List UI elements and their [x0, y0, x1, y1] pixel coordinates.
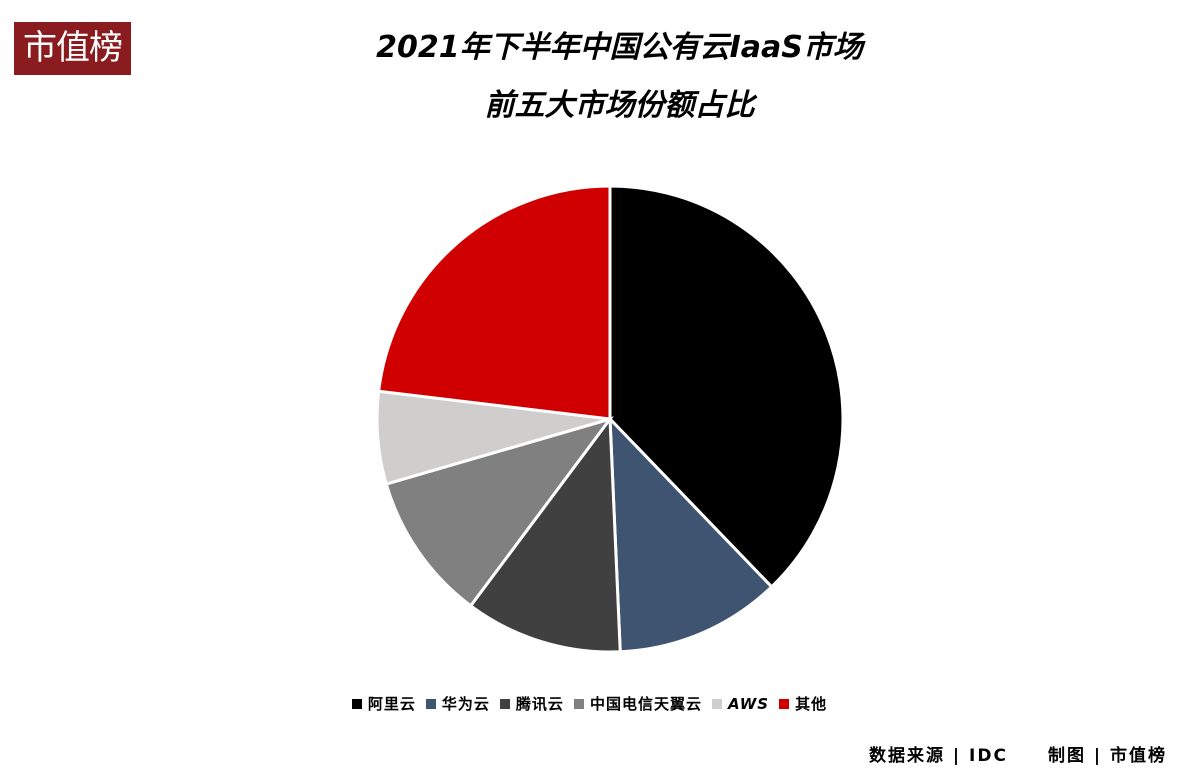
legend-item: 华为云: [425, 693, 490, 714]
legend: 阿里云 华为云 腾讯云 中国电信天翼云 AWS 其他: [0, 693, 1179, 714]
footer: 数据来源 | IDC 制图 | 市值榜: [869, 741, 1167, 766]
legend-swatch: [351, 698, 362, 709]
pie-slice-2: [468, 414, 622, 654]
pie-slice-3: [384, 416, 614, 608]
legend-item: 腾讯云: [499, 693, 564, 714]
pie-slice-1: [608, 415, 774, 654]
legend-item: 阿里云: [351, 693, 416, 714]
legend-swatch: [711, 698, 722, 709]
legend-swatch: [425, 698, 436, 709]
legend-item: 其他: [779, 693, 827, 714]
legend-label: 中国电信天翼云: [589, 695, 702, 713]
credit-note: 制图 | 市值榜: [1047, 746, 1167, 766]
legend-label: 华为云: [441, 695, 490, 713]
legend-label: 其他: [795, 695, 828, 713]
legend-swatch: [779, 698, 790, 709]
source-note: 数据来源 | IDC: [868, 746, 1008, 766]
legend-label: AWS: [727, 694, 770, 713]
legend-swatch: [573, 698, 584, 709]
legend-swatch: [499, 698, 510, 709]
logo: 市值榜: [14, 22, 131, 75]
legend-label: 腾讯云: [515, 695, 564, 713]
pie-slice-0: [608, 184, 845, 589]
chart-title: 2021年下半年中国公有云IaaS市场: [376, 30, 863, 65]
legend-label: 阿里云: [367, 695, 416, 713]
legend-item: 中国电信天翼云: [573, 693, 702, 714]
pie-slice-5: [376, 184, 612, 421]
legend-item: AWS: [711, 693, 770, 714]
chart-subtitle: 前五大市场份额占比: [484, 88, 755, 123]
